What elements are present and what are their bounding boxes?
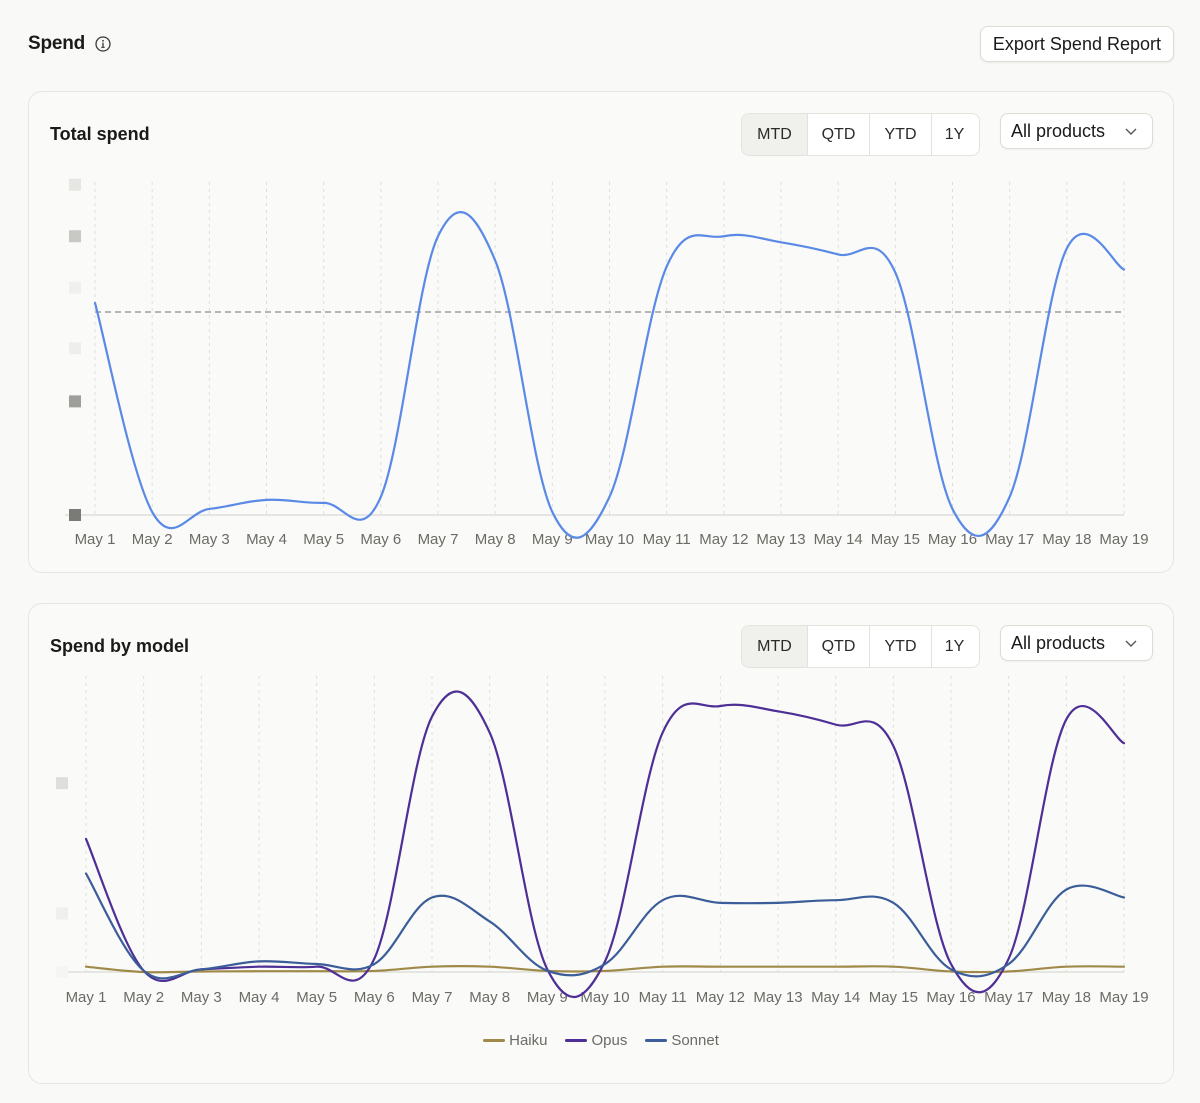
legend-swatch: [483, 1039, 506, 1042]
x-tick-label: May 3: [189, 531, 230, 548]
x-tick-label: May 2: [123, 989, 164, 1006]
range-mtd-button[interactable]: MTD: [742, 114, 808, 155]
x-tick-label: May 9: [527, 989, 568, 1006]
legend-label: Haiku: [509, 1032, 548, 1049]
range-ytd-button[interactable]: YTD: [870, 114, 932, 155]
chevron-down-icon: [1125, 128, 1137, 135]
spend-by-model-card: Spend by model MTD QTD YTD 1Y All produc…: [28, 603, 1174, 1084]
y-tick-label-obscured: [56, 777, 68, 790]
x-tick-label: May 6: [354, 989, 395, 1006]
total-spend-chart: May 1 May 2 May 3 May 4 May 5 May 6 May 7 May 8…: [65, 178, 1149, 548]
range-mtd-button[interactable]: MTD: [742, 626, 808, 667]
y-tick-label-obscured: [69, 395, 81, 408]
x-tick-label: May 17: [985, 531, 1034, 548]
legend-label: Opus: [591, 1032, 628, 1049]
x-tick-label: May 12: [696, 989, 745, 1006]
spend-by-model-chart: May 1 May 2 May 3 May 4 May 5 May 6 May 7 May 8…: [56, 676, 1149, 1006]
page-title: Spend: [28, 33, 86, 54]
series-line-0: [93, 211, 1126, 539]
x-tick-label: May 8: [475, 531, 516, 548]
legend-label: Sonnet: [671, 1032, 719, 1049]
info-icon[interactable]: [95, 36, 111, 52]
chevron-down-icon: [1125, 640, 1137, 647]
x-tick-label: May 1: [75, 531, 116, 548]
x-tick-label: May 15: [869, 989, 918, 1006]
series-line-sonnet: [84, 872, 1126, 980]
x-tick-label: May 10: [580, 989, 629, 1006]
x-tick-label: May 16: [928, 531, 977, 548]
x-tick-label: May 19: [1099, 531, 1148, 548]
x-tick-label: May 5: [296, 989, 337, 1006]
card-title: Spend by model: [50, 636, 190, 656]
x-tick-label: May 11: [643, 531, 691, 548]
range-selector: MTD QTD YTD 1Y: [741, 625, 980, 668]
export-spend-report-button[interactable]: Export Spend Report: [979, 26, 1174, 62]
x-tick-label: May 18: [1042, 531, 1091, 548]
x-tick-label: May 15: [871, 531, 920, 548]
range-ytd-button[interactable]: YTD: [870, 626, 932, 667]
legend-item-sonnet[interactable]: Sonnet: [645, 1032, 719, 1049]
y-tick-label-obscured: [69, 509, 81, 521]
x-tick-label: May 1: [66, 989, 107, 1006]
x-tick-label: May 13: [753, 989, 802, 1006]
legend-item-haiku[interactable]: Haiku: [483, 1032, 547, 1049]
x-tick-label: May 3: [181, 989, 222, 1006]
x-tick-label: May 14: [814, 531, 863, 548]
product-filter-dropdown[interactable]: All products: [1000, 625, 1153, 661]
x-tick-label: May 18: [1042, 989, 1091, 1006]
y-tick-label-obscured: [56, 966, 68, 978]
x-tick-label: May 17: [984, 989, 1033, 1006]
range-1y-button[interactable]: 1Y: [932, 626, 977, 667]
product-filter-dropdown[interactable]: All products: [1000, 113, 1153, 149]
legend-item-opus[interactable]: Opus: [565, 1032, 627, 1049]
x-tick-label: May 7: [418, 531, 459, 548]
range-selector: MTD QTD YTD 1Y: [741, 113, 980, 156]
series-line-haiku: [84, 965, 1126, 974]
y-tick-label-obscured: [69, 230, 81, 243]
y-tick-label-obscured: [69, 342, 81, 355]
legend-swatch: [565, 1039, 588, 1042]
x-tick-label: May 2: [132, 531, 173, 548]
x-tick-label: May 6: [360, 531, 401, 548]
x-tick-label: May 16: [926, 989, 975, 1006]
x-tick-label: May 4: [239, 989, 280, 1006]
x-tick-label: May 12: [699, 531, 748, 548]
page-header: Spend Export Spend Report: [28, 26, 1174, 62]
legend-swatch: [645, 1039, 668, 1042]
product-filter-label: All products: [1011, 632, 1106, 653]
page-title-group: Spend: [28, 33, 111, 55]
x-tick-label: May 13: [756, 531, 805, 548]
range-qtd-button[interactable]: QTD: [808, 626, 870, 667]
x-tick-label: May 11: [639, 989, 687, 1006]
x-tick-label: May 7: [412, 989, 453, 1006]
card-title: Total spend: [50, 124, 150, 144]
x-tick-label: May 5: [303, 531, 344, 548]
series-line-opus: [84, 690, 1126, 999]
x-tick-label: May 9: [532, 531, 573, 548]
x-tick-label: May 10: [585, 531, 634, 548]
x-tick-label: May 14: [811, 989, 860, 1006]
total-spend-card: Total spend MTD QTD YTD 1Y All products …: [28, 91, 1174, 573]
range-1y-button[interactable]: 1Y: [932, 114, 977, 155]
chart-legend: Haiku Opus Sonnet: [29, 1032, 1173, 1049]
y-tick-label-obscured: [56, 907, 68, 920]
product-filter-label: All products: [1011, 120, 1106, 141]
y-tick-label-obscured: [69, 178, 81, 191]
x-tick-label: May 4: [246, 531, 287, 548]
x-tick-label: May 19: [1099, 989, 1148, 1006]
y-tick-label-obscured: [69, 281, 81, 294]
range-qtd-button[interactable]: QTD: [808, 114, 870, 155]
x-tick-label: May 8: [469, 989, 510, 1006]
